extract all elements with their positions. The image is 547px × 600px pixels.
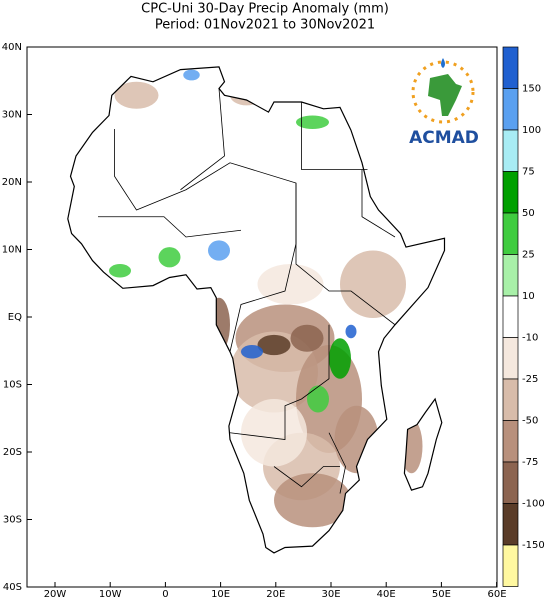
anomaly-area <box>290 324 324 352</box>
colorbar-swatch <box>502 461 519 504</box>
anomaly-area <box>345 324 357 339</box>
colorbar-swatch <box>502 171 519 214</box>
colorbar-swatch <box>502 254 519 297</box>
logo: ACMAD <box>409 58 479 148</box>
anomaly-area <box>114 81 159 109</box>
anomaly-area <box>158 247 181 268</box>
lat-label: 40S <box>3 582 22 593</box>
title: CPC-Uni 30-Day Precip Anomaly (mm) <box>141 2 389 17</box>
anomaly-area <box>241 345 263 359</box>
lat-label: 10S <box>3 380 22 391</box>
lon-label: 40E <box>377 589 396 600</box>
lat-label: 10N <box>2 245 22 256</box>
colorbar-swatch <box>502 420 519 463</box>
lon-label: 10W <box>99 589 122 600</box>
colorbar-swatch <box>502 295 519 338</box>
lon-label: 10E <box>211 589 230 600</box>
anomaly-area <box>274 473 351 528</box>
colorbar-swatch <box>502 129 519 172</box>
colorbar-swatch <box>502 337 519 380</box>
border <box>98 216 242 238</box>
colorbar-swatch <box>502 378 519 421</box>
colorbar-label: 150 <box>522 84 541 95</box>
colorbar-label: 100 <box>522 125 541 136</box>
colorbar-label: 75 <box>522 167 535 178</box>
anomaly-area <box>241 399 307 467</box>
anomaly-area <box>307 385 329 413</box>
colorbar-label: -75 <box>522 457 538 468</box>
border <box>295 183 396 326</box>
anomaly-area <box>109 264 131 278</box>
lon-label: 60E <box>487 589 506 600</box>
border <box>301 102 368 170</box>
border <box>361 169 396 238</box>
colorbar-swatch <box>502 212 519 255</box>
logo-drop <box>441 58 445 68</box>
anomaly-area <box>329 338 351 379</box>
lat-label: 40N <box>2 42 22 53</box>
border <box>114 129 297 352</box>
coastline <box>67 66 446 554</box>
lon-label: 20E <box>266 589 285 600</box>
colorbar-swatch <box>502 503 519 546</box>
lon-label: 30E <box>321 589 340 600</box>
logo-africa <box>428 74 462 116</box>
border <box>273 466 340 488</box>
lat-label: EQ <box>8 312 22 323</box>
lat-label: 20S <box>3 447 22 458</box>
colorbar-label: -25 <box>522 374 538 385</box>
colorbar-label: 10 <box>522 291 535 302</box>
colorbar-label: -150 <box>522 540 545 551</box>
anomaly-area <box>340 250 406 318</box>
colorbar-label: -10 <box>522 333 538 344</box>
colorbar-swatch <box>502 544 519 587</box>
colorbar-label: 25 <box>522 250 535 261</box>
lon-label: 0 <box>162 589 168 600</box>
colorbar-swatch <box>502 46 519 89</box>
lon-label: 20W <box>44 589 67 600</box>
lat-label: 20N <box>2 177 22 188</box>
subtitle: Period: 01Nov2021 to 30Nov2021 <box>155 18 375 33</box>
anomaly-area <box>257 264 324 305</box>
border <box>328 432 346 494</box>
colorbar-label: -100 <box>522 499 545 510</box>
colorbar-swatch <box>502 88 519 131</box>
lon-label: 50E <box>432 589 451 600</box>
anomaly-area <box>257 334 291 356</box>
lat-label: 30S <box>3 515 22 526</box>
anomaly-area <box>183 69 200 81</box>
logo-sun <box>411 60 475 124</box>
anomaly-area <box>296 115 329 129</box>
border <box>229 324 330 440</box>
lat-label: 30N <box>2 110 22 121</box>
logo-text: ACMAD <box>409 128 479 148</box>
border <box>180 88 225 191</box>
colorbar-label: 50 <box>522 208 535 219</box>
colorbar-label: -50 <box>522 416 538 427</box>
anomaly-area <box>208 240 230 261</box>
land <box>67 66 446 554</box>
